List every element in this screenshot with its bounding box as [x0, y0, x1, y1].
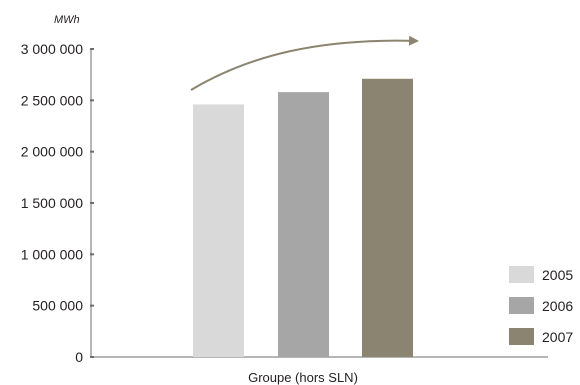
legend-swatch-2007 — [509, 328, 534, 345]
y-tick-label: 2 500 000 — [21, 92, 83, 108]
legend-label-2006: 2006 — [542, 298, 573, 314]
legend-label-2005: 2005 — [542, 267, 573, 283]
x-axis-label: Groupe (hors SLN) — [248, 370, 358, 385]
y-tick-label: 1 500 000 — [21, 195, 83, 211]
legend: 2005 2006 2007 — [509, 266, 573, 345]
bar-2006 — [278, 92, 329, 358]
legend-label-2007: 2007 — [542, 329, 573, 345]
y-unit-label: MWh — [54, 14, 80, 26]
legend-swatch-2005 — [509, 266, 534, 283]
y-tick-label: 1 000 000 — [21, 246, 83, 262]
y-tick-label: 2 000 000 — [21, 144, 83, 160]
y-tick-label: 3 000 000 — [21, 41, 83, 57]
bar-2007 — [362, 78, 413, 358]
y-axis: 0 500 000 1 000 000 1 500 000 2 000 000 2 500… — [21, 41, 94, 365]
trend-arrow-icon — [190, 35, 419, 91]
bars — [193, 78, 413, 358]
y-tick-label: 0 — [75, 349, 83, 365]
legend-swatch-2006 — [509, 297, 534, 314]
y-tick-label: 500 000 — [32, 298, 83, 314]
bar-2005 — [193, 104, 244, 357]
